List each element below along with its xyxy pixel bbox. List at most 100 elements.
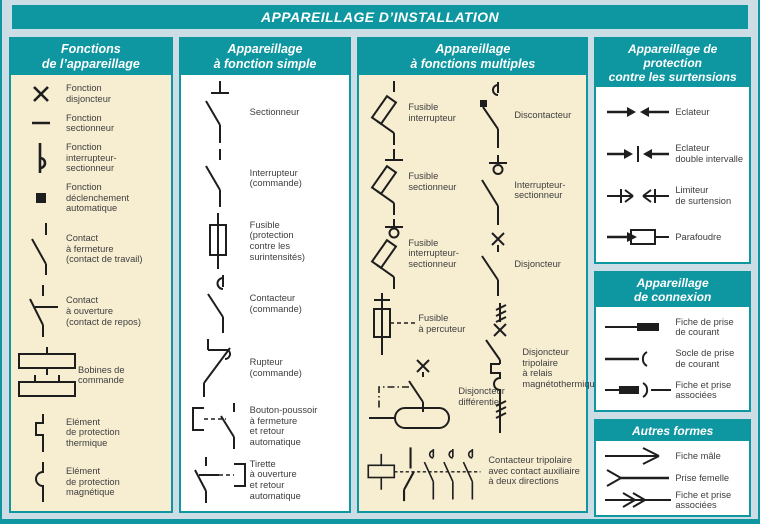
fonction-sectionneur-icon: [16, 117, 66, 129]
fusible-sectionneur-icon: [364, 148, 408, 216]
legend-item: Fonction disjoncteur: [16, 83, 166, 105]
legend-label: Eclateur: [675, 106, 710, 117]
legend-label: Limiteur de surtension: [675, 185, 732, 206]
legend-item: Contacteur (commande): [186, 274, 345, 334]
fusible-interrupteur-icon: [364, 80, 408, 146]
parafoudre-icon: [601, 227, 675, 247]
element-protection-magnetique-icon: [16, 461, 66, 503]
legend-item: Fusible sectionneur: [364, 148, 470, 216]
fonction-disjoncteur-icon: [16, 83, 66, 105]
legend-item: Fusible interrupteur- sectionneur: [364, 218, 470, 290]
legend-label: Bobines de commande: [78, 364, 125, 386]
legend-label: Fusible sectionneur: [408, 171, 457, 192]
contact-ouverture-icon: [16, 284, 66, 338]
legend-item: Parafoudre: [601, 227, 744, 247]
panel-surtensions: Appareillage de protection contre les su…: [594, 37, 751, 264]
legend-label: Contacteur (commande): [249, 293, 302, 314]
legend-item: Disjoncteur différentiel: [364, 358, 505, 436]
bouton-poussoir-icon: [186, 401, 250, 451]
contacteur-icon: [186, 274, 250, 334]
legend-label: Disjoncteur différentiel: [458, 386, 505, 407]
legend-label: Interrupteur- sectionneur: [514, 179, 566, 201]
legend-label: Fonction déclenchement automatique: [66, 182, 130, 214]
panel-fonctions-multiples-title: Appareillage à fonctions multiples: [359, 39, 587, 75]
legend-item: Sectionneur: [186, 80, 345, 144]
legend-item: Fiche de prise de courant: [601, 317, 744, 338]
panel-fonctions: Fonctions de l’appareillage Fonction dis…: [9, 37, 173, 513]
fusible-icon: [186, 212, 250, 270]
legend-item: Fiche mâle: [601, 445, 744, 467]
fiche-prise-associees-2-icon: [601, 489, 675, 511]
fiche-prise-courant-icon: [601, 317, 675, 337]
legend-label: Parafoudre: [675, 232, 722, 243]
legend-label: Disjoncteur: [514, 259, 561, 270]
legend-item: Fonction interrupteur- sectionneur: [16, 142, 166, 174]
legend-label: Disjoncteur tripolaire à relais magnétot…: [522, 347, 605, 390]
legend-label: Fonction disjoncteur: [66, 82, 111, 104]
legend-item: Fusible interrupteur: [364, 80, 470, 146]
legend-item: Bobines de commande: [16, 346, 166, 404]
legend-item: Interrupteur (commande): [186, 148, 345, 208]
legend-item: Fusible à percuteur: [364, 292, 470, 356]
legend-item: Disjoncteur tripolaire à relais magnétot…: [470, 302, 605, 434]
legend-label: Contact à ouverture (contact de repos): [66, 295, 141, 327]
legend-label: Fiche et prise associées: [675, 489, 732, 511]
legend-item: Contact à fermeture (contact de travail): [16, 222, 166, 276]
bobines-commande-icon: [16, 346, 78, 404]
rupteur-icon: [186, 338, 250, 398]
legend-item: Discontacteur: [470, 81, 604, 149]
legend-item: Rupteur (commande): [186, 338, 345, 398]
legend-item: Elément de protection thermique: [16, 413, 166, 453]
main-title: APPAREILLAGE D’INSTALLATION: [12, 5, 748, 29]
panel-surtensions-title: Appareillage de protection contre les su…: [596, 39, 749, 88]
legend-label: Rupteur (commande): [249, 356, 302, 378]
legend-label: Fiche mâle: [675, 450, 721, 461]
panel-fonction-simple: Appareillage à fonction simple Sectionne…: [178, 37, 352, 513]
legend-item: Contact à ouverture (contact de repos): [16, 284, 166, 338]
element-protection-thermique-icon: [16, 413, 66, 453]
legend-label: Elément de protection magnétique: [66, 465, 120, 498]
panel-fonction-simple-title: Appareillage à fonction simple: [180, 39, 350, 75]
legend-label: Bouton-poussoir à fermeture et retour au…: [249, 405, 318, 447]
legend-item: Eclateur double intervalle: [601, 143, 744, 164]
legend-item: Elément de protection magnétique: [16, 461, 166, 503]
panel-connexion: Appareillage de connexion Fiche de prise…: [594, 271, 751, 412]
legend-item: Interrupteur- sectionneur: [470, 154, 604, 226]
limiteur-surtension-icon: [601, 186, 675, 206]
legend-item: Tirette à ouverture et retour automatiqu…: [186, 455, 345, 505]
legend-label: Contacteur tripolaire avec contact auxil…: [488, 455, 580, 487]
legend-label: Eclateur double intervalle: [675, 143, 744, 164]
eclateur-icon: [601, 102, 675, 122]
legend-item: Disjoncteur: [470, 231, 604, 297]
fusible-percuteur-icon: [364, 292, 418, 356]
prise-femelle-icon: [601, 467, 675, 489]
eclateur-double-intervalle-icon: [601, 144, 675, 164]
interrupteur-sectionneur-icon: [470, 154, 514, 226]
legend-label: Fusible interrupteur: [408, 101, 456, 123]
legend-label: Fonction interrupteur- sectionneur: [66, 142, 117, 174]
legend-item: Contacteur tripolaire avec contact auxil…: [364, 437, 581, 507]
legend-item: Bouton-poussoir à fermeture et retour au…: [186, 401, 345, 451]
fonction-declenchement-automatique-icon: [16, 191, 66, 205]
panel-fonctions-title: Fonctions de l’appareillage: [11, 39, 171, 75]
legend-item: Prise femelle: [601, 467, 744, 489]
contacteur-tripolaire-icon: [364, 439, 488, 503]
legend-label: Sectionneur: [249, 107, 300, 118]
legend-item: Fusible (protection contre les surintens…: [186, 212, 345, 270]
interrupteur-icon: [186, 148, 250, 208]
legend-item: Fonction déclenchement automatique: [16, 182, 166, 214]
legend-item: Socle de prise de courant: [601, 348, 744, 369]
legend-label: Discontacteur: [514, 109, 572, 120]
fiche-prise-associees-icon: [601, 380, 675, 400]
legend-item: Eclateur: [601, 102, 744, 122]
legend-label: Contact à fermeture (contact de travail): [66, 233, 143, 265]
fiche-male-icon: [601, 445, 675, 467]
panel-autres-formes-title: Autres formes: [596, 421, 749, 442]
tirette-icon: [186, 455, 250, 505]
legend-label: Fusible interrupteur- sectionneur: [408, 237, 459, 270]
legend-label: Fusible (protection contre les surintens…: [249, 219, 305, 262]
panel-fonctions-multiples: Appareillage à fonctions multiples Fusib…: [357, 37, 605, 513]
discontacteur-icon: [470, 81, 514, 149]
fonction-interrupteur-sectionneur-icon: [16, 142, 66, 174]
